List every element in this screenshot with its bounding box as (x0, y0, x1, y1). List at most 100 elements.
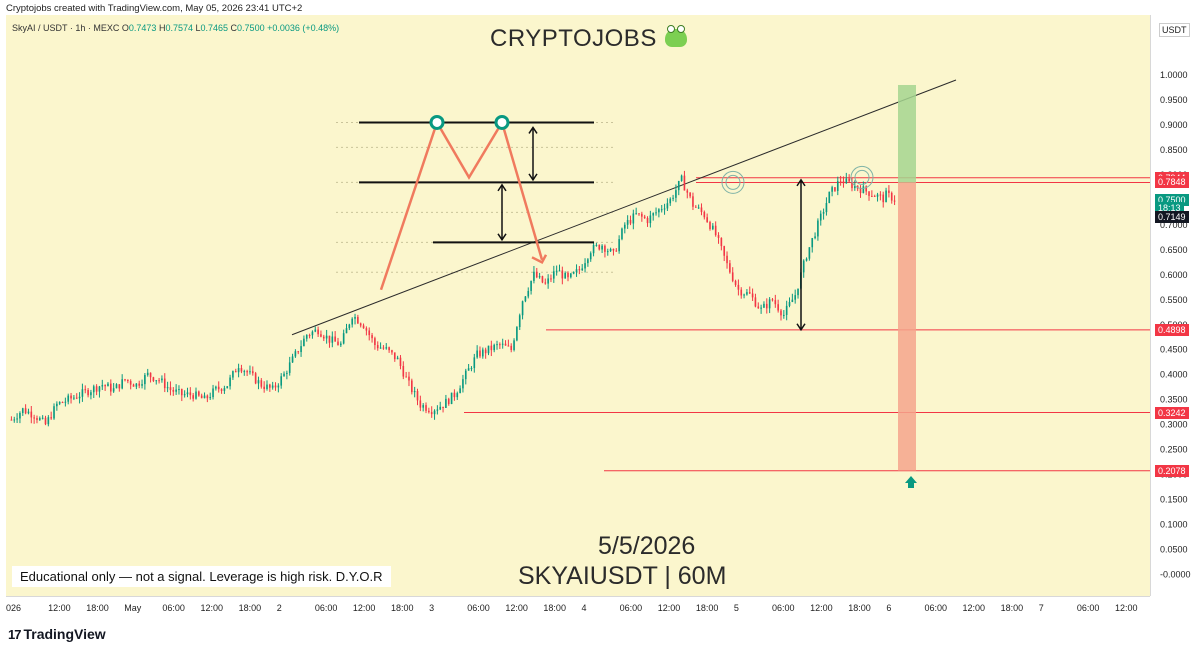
candle-body (578, 269, 581, 271)
candle-body (723, 246, 726, 256)
candle-body (374, 338, 376, 346)
measured-move-arrow-head-top (796, 178, 806, 187)
candle-body (368, 330, 371, 336)
candle-body (592, 244, 595, 254)
candle-body (192, 395, 194, 399)
candle-body (817, 220, 819, 237)
candle-body (751, 293, 754, 298)
candle-body (737, 284, 740, 290)
candle-body (805, 258, 808, 261)
candle-body (78, 396, 81, 399)
price-tick-label: -0.0000 (1160, 570, 1191, 580)
time-tick-label: 18:00 (1001, 603, 1024, 613)
candle-body (359, 323, 362, 326)
candle-body (581, 268, 584, 271)
candle-body (734, 280, 737, 285)
candle-body (499, 344, 501, 346)
price-tick-label: 1.0000 (1160, 70, 1188, 80)
candle-body (124, 379, 126, 381)
candle-body (334, 336, 336, 342)
up-arrow-icon (905, 476, 917, 488)
candle-body (729, 263, 731, 273)
candle-body (794, 295, 797, 300)
chart-pane[interactable]: SkyAI / USDT · 1h · MEXC O0.7473 H0.7574… (6, 15, 1150, 596)
candle-body (393, 352, 396, 360)
candle-body (533, 271, 535, 281)
candle-body (317, 329, 319, 335)
candle-body (663, 208, 666, 210)
time-tick-label: 06:00 (467, 603, 490, 613)
candle-body (277, 385, 280, 388)
candle-body (13, 419, 16, 421)
disclaimer-box: Educational only — not a signal. Leverag… (12, 566, 391, 587)
candle-body (541, 276, 544, 283)
time-tick-label: 12:00 (810, 603, 833, 613)
candle-body (481, 349, 484, 357)
chart-svg[interactable] (6, 15, 1150, 596)
tradingview-logo[interactable]: 17 TradingView (8, 626, 106, 642)
price-tick-label: 0.4000 (1160, 370, 1188, 380)
candle-body (504, 343, 507, 346)
candle-body (325, 335, 328, 339)
symbol-timeframe-label: SKYAIUSDT | 60M (518, 562, 727, 590)
candle-body (118, 384, 121, 389)
candle-body (493, 344, 495, 351)
target-zone (898, 84, 916, 183)
candle-body (834, 187, 836, 191)
candle-body (669, 198, 672, 204)
candle-body (283, 373, 285, 377)
candle-body (700, 207, 703, 212)
candle-body (203, 395, 206, 399)
candle-body (561, 270, 564, 279)
candle-body (195, 391, 197, 399)
candle-body (19, 412, 21, 419)
candle-body (47, 417, 50, 425)
candle-body (839, 181, 842, 183)
candle-body (405, 376, 407, 378)
ohlc-open: O0.7473 (122, 23, 157, 33)
candle-body (27, 411, 30, 414)
candle-body (791, 299, 794, 303)
price-scale[interactable]: USDT 1.00000.95000.90000.85000.80000.750… (1150, 15, 1200, 596)
candle-body (266, 384, 268, 390)
candle-body (871, 195, 873, 197)
candle-body (638, 213, 640, 215)
top-circle-marker (721, 170, 745, 194)
candle-body (286, 372, 288, 374)
candle-body (141, 384, 143, 386)
top-circle-inner (725, 174, 741, 190)
candle-body (240, 368, 243, 372)
candle-body (73, 397, 75, 399)
currency-unit-button[interactable]: USDT (1159, 23, 1190, 37)
candle-body (288, 362, 291, 373)
candle-body (859, 188, 862, 194)
candle-body (538, 276, 541, 278)
candle-body (138, 383, 141, 386)
candle-body (84, 389, 87, 391)
candle-body (717, 235, 720, 238)
candle-body (61, 402, 64, 404)
candle-body (206, 395, 209, 399)
time-tick-label: 12:00 (505, 603, 528, 613)
candle-body (90, 392, 92, 396)
candle-body (209, 397, 212, 399)
candle-body (41, 417, 44, 419)
candle-body (98, 386, 101, 392)
candle-body (189, 392, 192, 396)
candle-body (558, 270, 561, 272)
price-tick-label: 0.3500 (1160, 395, 1188, 405)
candle-body (748, 292, 751, 294)
candle-body (740, 289, 743, 296)
candle-body (836, 181, 839, 191)
candle-body (632, 213, 635, 224)
candle-body (391, 350, 393, 353)
candle-body (371, 335, 373, 339)
candle-body (186, 392, 189, 395)
candle-body (703, 211, 706, 218)
candle-body (524, 296, 527, 302)
time-scale[interactable]: 026 12:00 18:00 May 06:00 12:00 18:00 2 06:00 12:… (6, 596, 1150, 618)
candle-body (75, 397, 78, 399)
candle-body (797, 288, 799, 296)
candle-body (677, 181, 680, 191)
top-circle-marker (850, 165, 874, 189)
